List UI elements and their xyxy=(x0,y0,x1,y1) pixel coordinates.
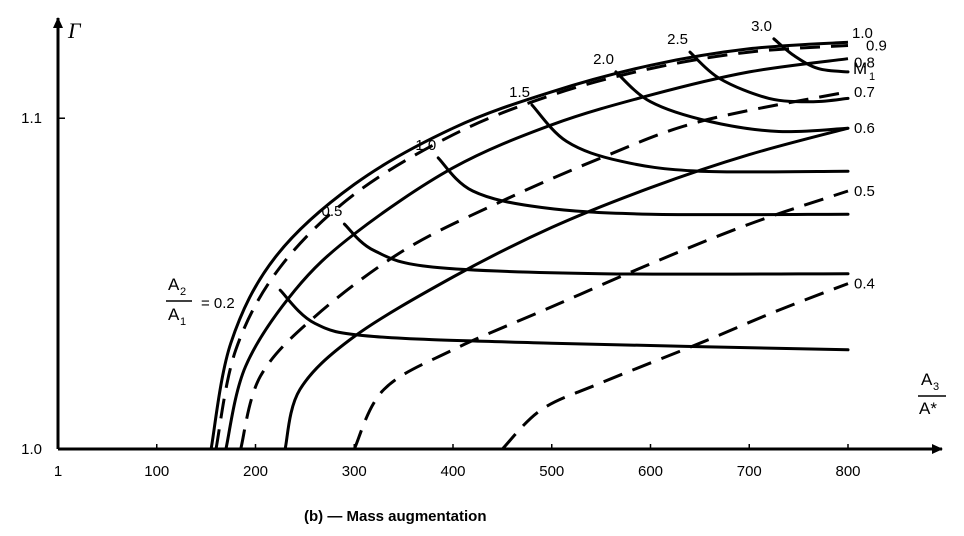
area-ratio-curve-group xyxy=(278,37,850,352)
y-tick-label-1-0: 1.0 xyxy=(21,441,42,458)
area-ratio-curve-1-0 xyxy=(436,156,850,217)
mach-curve-group xyxy=(209,40,849,451)
chart-caption: (b) — Mass augmentation xyxy=(304,508,487,525)
area-ratio-label-2-0: 2.0 xyxy=(593,51,614,68)
area-ratio-label-1-0: 1.0 xyxy=(415,137,436,154)
area-ratio-label-1-5: 1.5 xyxy=(509,84,530,101)
mach-label-0-5: 0.5 xyxy=(854,183,875,200)
area-ratio-denominator-sub: 1 xyxy=(180,316,186,328)
area-ratio-denominator: A xyxy=(168,305,180,324)
x-tick-label-400: 400 xyxy=(440,463,465,480)
area-ratio-label-group: 0.5 1.0 1.5 2.0 2.5 3.0 xyxy=(322,18,772,220)
area-ratio-label-0-5: 0.5 xyxy=(322,203,343,220)
x-axis-label: A 3 A* xyxy=(918,370,946,418)
area-ratio-curve-1-5 xyxy=(530,103,850,174)
area-ratio-curve-2-0 xyxy=(614,70,850,134)
area-ratio-label-2-5: 2.5 xyxy=(667,31,688,48)
mach-curve-1-0 xyxy=(209,40,849,450)
x-tick-label-500: 500 xyxy=(539,463,564,480)
mach-label-0-4: 0.4 xyxy=(854,276,875,293)
area-ratio-equals: = 0.2 xyxy=(201,295,235,312)
y-tick-group: 1.0 1.1 xyxy=(21,110,65,458)
area-ratio-label-3-0: 3.0 xyxy=(751,18,772,35)
m1-header-letter: M xyxy=(853,59,867,78)
y-tick-label-1-1: 1.1 xyxy=(21,110,42,127)
mach-curve-0-5 xyxy=(352,189,849,450)
area-ratio-curve-2-5 xyxy=(688,50,850,104)
area-ratio-label: A 2 A 1 = 0.2 xyxy=(166,275,235,328)
mach-curve-0-7 xyxy=(239,90,849,450)
x-label-numerator: A xyxy=(921,370,933,389)
mach-label-0-7: 0.7 xyxy=(854,84,875,101)
mach-label-1-0: 1.0 xyxy=(852,25,873,42)
x-tick-label-300: 300 xyxy=(342,463,367,480)
m1-header-sub: 1 xyxy=(869,71,875,83)
x-label-denominator: A* xyxy=(919,399,937,418)
m1-header: M 1 xyxy=(853,59,875,83)
x-axis: 1 100 200 300 400 500 600 700 800 xyxy=(54,444,943,480)
y-axis: 1.0 1.1 Γ xyxy=(21,17,82,458)
x-tick-label-200: 200 xyxy=(243,463,268,480)
x-tick-label-700: 700 xyxy=(737,463,762,480)
area-ratio-numerator: A xyxy=(168,275,180,294)
area-ratio-curve-0-5 xyxy=(342,222,850,276)
mach-curve-0-6 xyxy=(283,126,849,450)
mach-label-0-9: 0.9 xyxy=(866,37,887,54)
x-tick-label-800: 800 xyxy=(835,463,860,480)
y-axis-label: Γ xyxy=(67,18,82,43)
x-tick-label-1: 1 xyxy=(54,463,62,480)
x-label-numerator-sub: 3 xyxy=(933,381,939,393)
mach-curve-0-9 xyxy=(214,44,849,450)
x-tick-group: 1 100 200 300 400 500 600 700 800 xyxy=(54,444,861,480)
x-tick-label-100: 100 xyxy=(144,463,169,480)
mach-label-0-8: 0.8 xyxy=(854,55,875,72)
mach-label-group: 1.00.90.8 0.7 0.6 0.5 0.4 xyxy=(852,25,887,292)
mach-label-0-6: 0.6 xyxy=(854,120,875,137)
x-tick-label-600: 600 xyxy=(638,463,663,480)
area-ratio-numerator-sub: 2 xyxy=(180,286,186,298)
area-ratio-curve-0-2 xyxy=(278,288,850,352)
mach-curve-0-4 xyxy=(501,282,849,451)
mach-curve-0-8 xyxy=(224,57,849,450)
